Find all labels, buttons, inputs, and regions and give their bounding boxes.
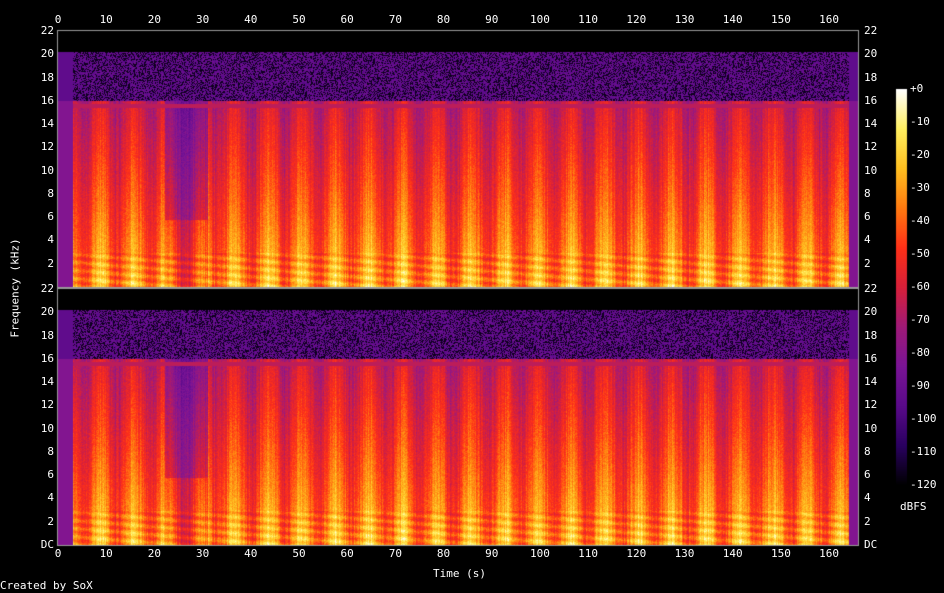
y-tick-left-p0-02: 4	[47, 233, 54, 247]
x-tick-top-16: 160	[819, 13, 840, 26]
x-tick-bottom-08: 80	[436, 547, 451, 560]
x-tick-bottom-10: 100	[529, 547, 550, 560]
colorbar-tick-01: -10	[910, 115, 930, 128]
y-tick-right-p1-02: 4	[864, 491, 871, 505]
x-tick-bottom-11: 110	[578, 547, 599, 560]
x-tick-bottom-14: 140	[722, 547, 743, 560]
y-tick-left-p1-09: 18	[40, 328, 54, 342]
colorbar-tick-04: -40	[910, 214, 930, 227]
y-tick-right-p1-08: 16	[864, 351, 878, 365]
y-tick-left-p1-04: 8	[47, 444, 54, 458]
y-tick-left-p0-05: 10	[40, 163, 54, 177]
x-tick-top-02: 20	[147, 13, 161, 26]
y-axis-label: Frequency (kHz)	[8, 238, 22, 338]
x-tick-top-13: 130	[674, 13, 695, 26]
y-tick-right-p0-08: 16	[864, 93, 878, 107]
x-tick-bottom-01: 10	[99, 547, 113, 560]
x-tick-top-07: 70	[388, 13, 402, 26]
x-tick-bottom-09: 90	[485, 547, 499, 560]
x-tick-bottom-12: 120	[626, 547, 647, 560]
y-tick-left-p0-08: 16	[40, 93, 54, 107]
colorbar-tick-11: -110	[910, 445, 937, 458]
x-tick-top-12: 120	[626, 13, 647, 26]
x-tick-top-06: 60	[340, 13, 354, 26]
x-tick-bottom-13: 130	[674, 547, 695, 560]
y-tick-left-p1-03: 6	[47, 468, 54, 482]
y-tick-right-p1-06: 12	[864, 398, 878, 412]
credit-text: Created by SoX	[0, 579, 93, 592]
y-tick-right-p1-03: 6	[864, 468, 871, 482]
y-tick-right-p0-06: 12	[864, 140, 878, 154]
y-tick-left-p1-10: 20	[40, 305, 54, 319]
y-tick-left-p1-08: 16	[40, 351, 54, 365]
y-tick-right-p0-05: 10	[864, 163, 878, 177]
x-tick-top-14: 140	[722, 13, 743, 26]
y-tick-right-p1-05: 10	[864, 421, 878, 435]
x-tick-bottom-07: 70	[388, 547, 402, 560]
x-tick-top-00: 0	[54, 13, 62, 26]
y-tick-left-p0-09: 18	[40, 70, 54, 84]
y-tick-left-p0-01: 2	[47, 256, 54, 270]
y-tick-right-p1-07: 14	[864, 375, 878, 389]
x-tick-bottom-15: 150	[770, 547, 791, 560]
y-tick-right-p1-10: 20	[864, 305, 878, 319]
x-tick-top-01: 10	[99, 13, 113, 26]
y-tick-right-p0-07: 14	[864, 117, 878, 131]
y-tick-right-p1-04: 8	[864, 444, 871, 458]
y-tick-right-p0-09: 18	[864, 70, 878, 84]
y-tick-left-p1-05: 10	[40, 421, 54, 435]
colorbar-tick-08: -80	[910, 346, 930, 359]
y-tick-right-p0-02: 4	[864, 233, 871, 247]
x-tick-bottom-00: 0	[54, 547, 62, 560]
y-tick-left-p0-11: 22	[40, 24, 54, 37]
colorbar-tick-03: -30	[910, 181, 930, 194]
x-tick-bottom-06: 60	[340, 547, 354, 560]
y-tick-right-p0-04: 8	[864, 186, 871, 200]
y-tick-left-p0-04: 8	[47, 186, 54, 200]
y-tick-right-p0-01: 2	[864, 256, 871, 270]
y-tick-right-p0-10: 20	[864, 47, 878, 61]
colorbar-tick-09: -90	[910, 379, 930, 392]
colorbar-label: dBFS	[900, 500, 927, 513]
x-tick-top-05: 50	[292, 13, 306, 26]
colorbar-tick-07: -70	[910, 313, 930, 326]
y-tick-right-p0-11: 22	[864, 24, 878, 37]
x-tick-bottom-03: 30	[195, 547, 210, 560]
x-axis-label: Time (s)	[433, 567, 486, 580]
colorbar-tick-02: -20	[910, 148, 930, 161]
y-tick-right-p0-03: 6	[864, 210, 871, 224]
x-tick-bottom-02: 20	[147, 547, 161, 560]
y-tick-right-p1-00: DC	[864, 538, 878, 551]
y-tick-left-p0-10: 20	[40, 47, 54, 61]
y-tick-right-p1-01: 2	[864, 514, 871, 528]
colorbar-tick-06: -60	[910, 280, 930, 293]
x-tick-top-11: 110	[578, 13, 599, 26]
colorbar-tick-10: -100	[910, 412, 937, 425]
y-tick-left-p1-11: 22	[40, 282, 54, 295]
x-tick-top-08: 80	[436, 13, 451, 26]
x-tick-bottom-05: 50	[292, 547, 306, 560]
y-tick-left-p0-07: 14	[40, 117, 54, 131]
x-tick-top-15: 150	[770, 13, 791, 26]
y-tick-left-p1-06: 12	[40, 398, 54, 412]
y-tick-left-p0-06: 12	[40, 140, 54, 154]
colorbar-tick-12: -120	[910, 478, 937, 491]
y-tick-left-p1-01: 2	[47, 514, 54, 528]
x-tick-bottom-04: 40	[244, 547, 258, 560]
y-tick-left-p0-03: 6	[47, 210, 54, 224]
y-tick-left-p1-00: DC	[40, 538, 54, 551]
y-tick-right-p1-11: 22	[864, 282, 878, 295]
colorbar-tick-05: -50	[910, 247, 930, 260]
y-tick-left-p1-07: 14	[40, 375, 54, 389]
colorbar-tick-00: +0	[910, 82, 924, 95]
y-tick-right-p1-09: 18	[864, 328, 878, 342]
x-tick-top-09: 90	[485, 13, 499, 26]
y-tick-left-p1-02: 4	[47, 491, 54, 505]
x-tick-top-04: 40	[244, 13, 258, 26]
x-tick-top-10: 100	[529, 13, 550, 26]
x-tick-top-03: 30	[195, 13, 210, 26]
x-tick-bottom-16: 160	[819, 547, 840, 560]
